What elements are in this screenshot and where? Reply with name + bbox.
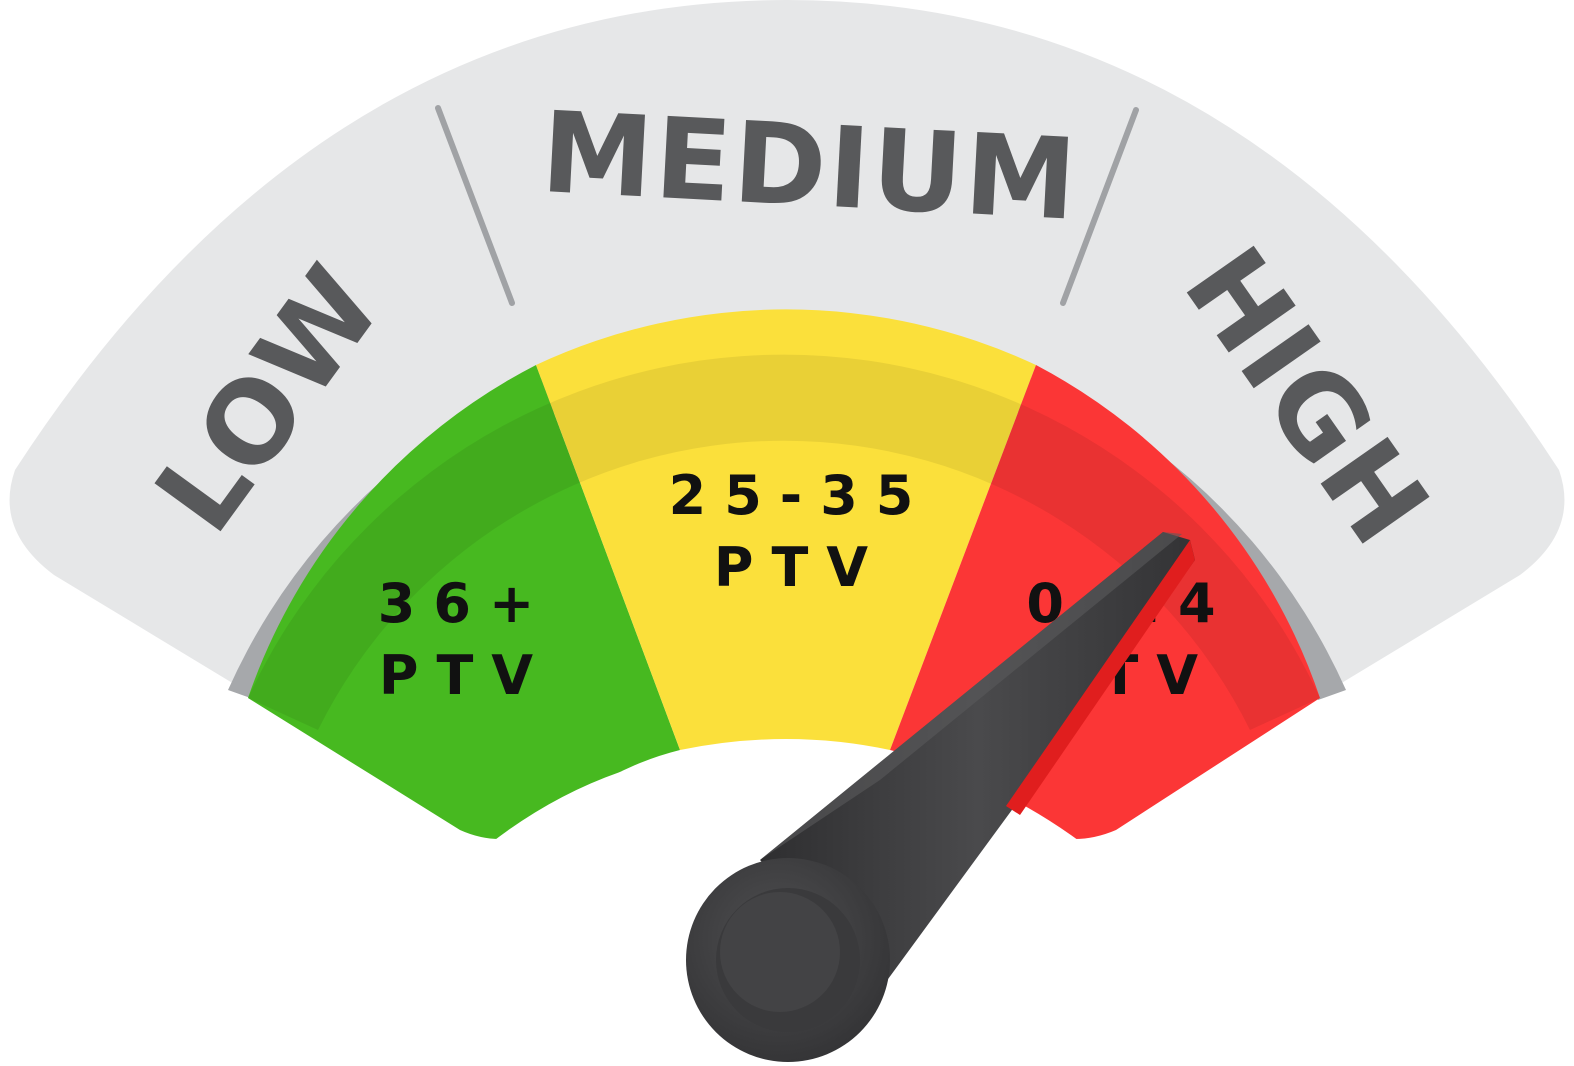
- category-medium: MEDIUM: [538, 88, 1081, 246]
- zone-shading: [248, 354, 1320, 730]
- zone-medium-range: 25-35: [669, 464, 932, 527]
- zone-low: [248, 365, 680, 839]
- divider-left: [435, 105, 515, 306]
- zone-low-range: 36+: [378, 572, 552, 635]
- divider-right: [1060, 107, 1139, 306]
- zone-low-unit: PTV: [379, 644, 551, 707]
- outer-band: [9, 0, 1565, 690]
- needle-hub: [686, 858, 890, 1062]
- gauge-needle: [760, 532, 1195, 990]
- zone-medium: [536, 309, 1036, 750]
- zone-medium-unit: PTV: [714, 536, 886, 599]
